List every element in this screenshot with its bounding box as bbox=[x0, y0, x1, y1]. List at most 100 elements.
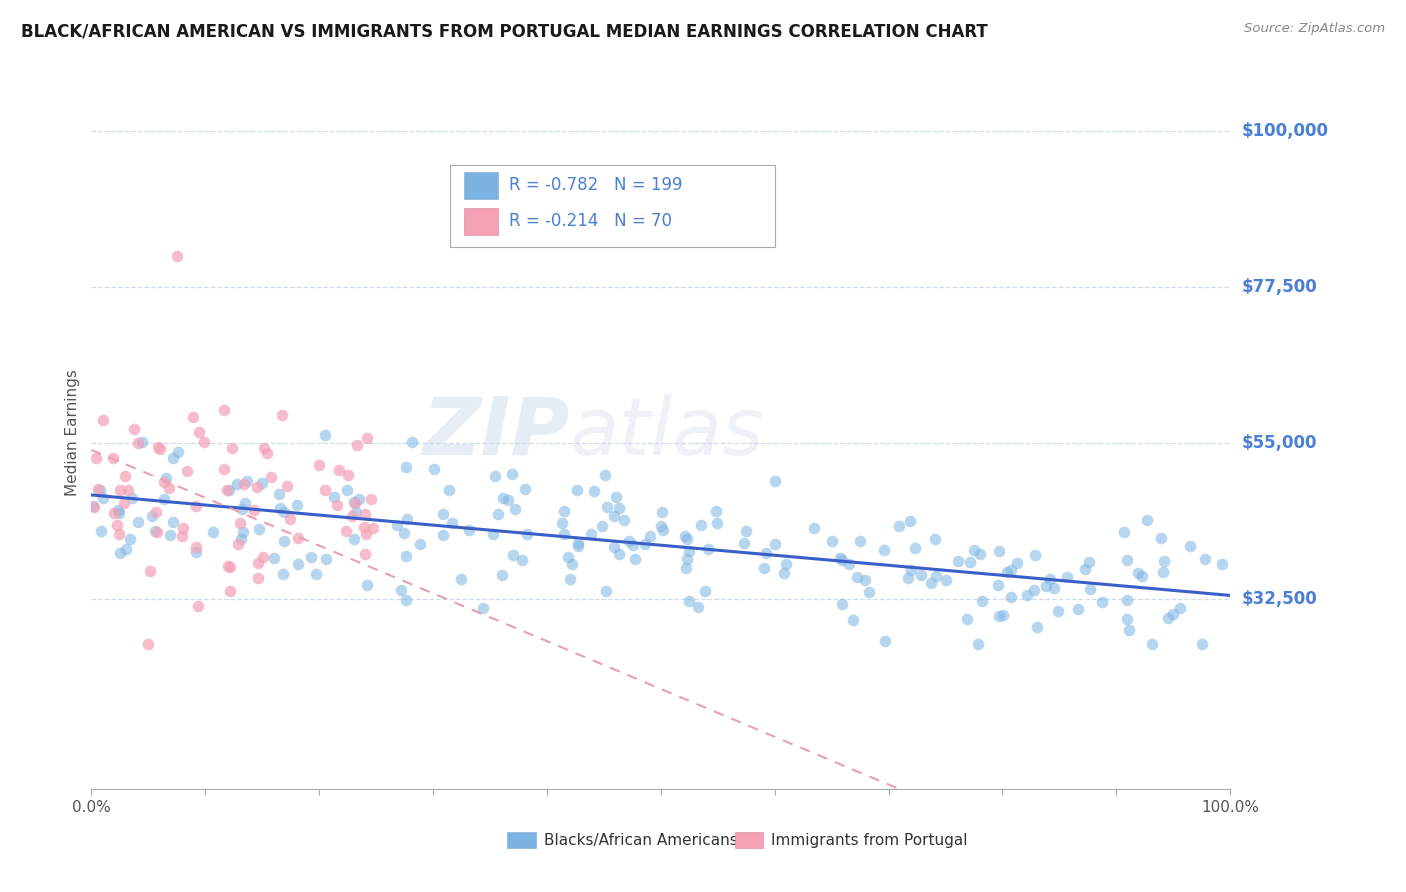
Text: R = -0.214   N = 70: R = -0.214 N = 70 bbox=[509, 211, 672, 229]
Point bbox=[344, 505, 367, 519]
Point bbox=[1091, 594, 1114, 608]
Point bbox=[356, 578, 378, 592]
Point bbox=[1153, 554, 1175, 568]
Point bbox=[1140, 637, 1163, 651]
Point bbox=[278, 512, 301, 526]
Point bbox=[107, 506, 129, 520]
Point bbox=[1067, 602, 1090, 616]
Point bbox=[218, 584, 240, 599]
Point bbox=[676, 532, 699, 546]
Text: Source: ZipAtlas.com: Source: ZipAtlas.com bbox=[1244, 22, 1385, 36]
Point bbox=[1163, 607, 1185, 621]
Point bbox=[959, 555, 981, 569]
Point bbox=[733, 536, 755, 550]
Point bbox=[551, 516, 574, 531]
Point bbox=[821, 533, 844, 548]
Point bbox=[889, 519, 911, 533]
Point bbox=[763, 537, 786, 551]
Point bbox=[86, 483, 108, 497]
Point bbox=[336, 483, 359, 497]
Point bbox=[1000, 563, 1022, 577]
Point bbox=[1191, 637, 1213, 651]
Point bbox=[1150, 531, 1173, 545]
Point bbox=[127, 515, 149, 529]
Point bbox=[91, 413, 114, 427]
Point bbox=[496, 492, 519, 507]
Point bbox=[166, 249, 188, 263]
Point bbox=[561, 557, 583, 571]
Point bbox=[482, 527, 505, 541]
FancyBboxPatch shape bbox=[450, 165, 775, 247]
Point bbox=[308, 458, 330, 473]
Point bbox=[579, 527, 602, 541]
Point bbox=[595, 584, 617, 599]
Point bbox=[392, 526, 415, 541]
FancyBboxPatch shape bbox=[464, 208, 498, 235]
Point bbox=[1168, 601, 1191, 615]
Point bbox=[752, 561, 775, 575]
Point bbox=[591, 519, 613, 533]
Point bbox=[323, 490, 346, 504]
Point bbox=[408, 537, 430, 551]
Point bbox=[167, 444, 190, 458]
Point bbox=[395, 593, 418, 607]
Point bbox=[108, 483, 131, 498]
Point bbox=[457, 523, 479, 537]
Point bbox=[231, 501, 253, 516]
Point bbox=[515, 482, 537, 496]
Point bbox=[83, 500, 105, 515]
Point bbox=[838, 557, 860, 571]
Point bbox=[897, 571, 920, 585]
Point bbox=[904, 541, 927, 555]
Point bbox=[1024, 582, 1046, 597]
Point bbox=[287, 557, 309, 571]
Point bbox=[145, 525, 167, 540]
Point bbox=[256, 446, 278, 460]
Point bbox=[678, 543, 700, 558]
Point bbox=[689, 517, 711, 532]
Point bbox=[389, 582, 412, 597]
Text: R = -0.782   N = 199: R = -0.782 N = 199 bbox=[509, 176, 683, 194]
Point bbox=[226, 537, 249, 551]
Point bbox=[471, 601, 494, 615]
Point bbox=[831, 553, 853, 567]
Point bbox=[602, 509, 624, 524]
Point bbox=[828, 551, 851, 566]
Point bbox=[356, 431, 378, 445]
Point bbox=[105, 517, 128, 532]
Point bbox=[502, 549, 524, 563]
Point bbox=[1180, 539, 1202, 553]
Point bbox=[273, 534, 295, 549]
Point bbox=[217, 483, 239, 497]
Point bbox=[108, 546, 131, 560]
Point bbox=[127, 436, 149, 450]
Point bbox=[328, 463, 350, 477]
Point bbox=[149, 442, 172, 457]
Point bbox=[145, 505, 167, 519]
Point bbox=[1211, 557, 1233, 571]
Point bbox=[187, 599, 209, 614]
Point bbox=[253, 441, 276, 455]
Point bbox=[565, 483, 588, 497]
Point bbox=[492, 491, 515, 506]
Point bbox=[395, 460, 418, 475]
Point bbox=[650, 519, 672, 533]
Point bbox=[1156, 611, 1178, 625]
Point bbox=[1130, 569, 1153, 583]
Text: Blacks/African Americans: Blacks/African Americans bbox=[544, 832, 737, 847]
Point bbox=[246, 571, 269, 585]
Point bbox=[1115, 553, 1137, 567]
Point bbox=[141, 509, 163, 524]
Point bbox=[84, 450, 107, 465]
Point bbox=[342, 509, 364, 524]
Point bbox=[858, 585, 880, 599]
Point bbox=[432, 528, 454, 542]
Point bbox=[972, 593, 994, 607]
Point bbox=[634, 537, 657, 551]
Point bbox=[176, 464, 198, 478]
Text: $77,500: $77,500 bbox=[1241, 278, 1317, 296]
Point bbox=[193, 435, 215, 450]
Point bbox=[162, 450, 184, 465]
Point bbox=[155, 471, 177, 485]
Point bbox=[697, 541, 720, 556]
